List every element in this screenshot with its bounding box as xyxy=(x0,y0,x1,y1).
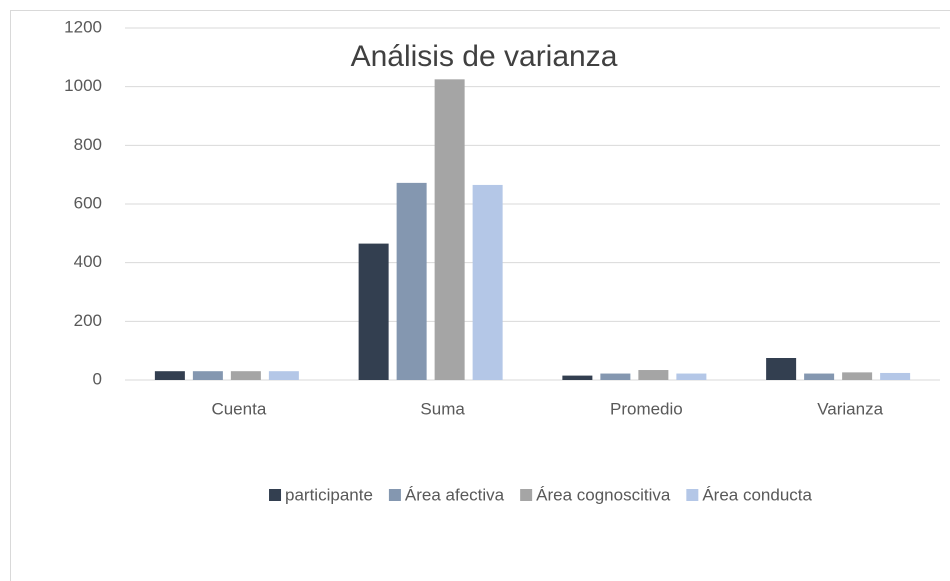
legend-swatch xyxy=(269,489,282,501)
bar xyxy=(804,373,835,380)
bar xyxy=(154,371,185,380)
chart-title: Análisis de varianza xyxy=(351,40,618,73)
legend-swatch xyxy=(388,489,401,501)
bar xyxy=(396,182,427,380)
legend-label: Área cognoscitiva xyxy=(536,485,671,504)
y-tick-label: 1200 xyxy=(64,17,102,36)
bar xyxy=(192,371,223,380)
bar xyxy=(472,184,503,380)
bar xyxy=(358,243,389,380)
y-tick-label: 800 xyxy=(74,135,102,154)
bar xyxy=(638,370,669,380)
x-tick-label: Suma xyxy=(420,399,465,418)
bar xyxy=(434,79,465,380)
y-tick-label: 0 xyxy=(93,369,102,388)
legend-label: participante xyxy=(285,485,373,504)
y-tick-label: 1000 xyxy=(64,76,102,95)
x-tick-label: Promedio xyxy=(610,399,683,418)
legend-label: Área afectiva xyxy=(405,485,505,504)
bar xyxy=(230,371,261,380)
bar xyxy=(268,371,299,380)
bar xyxy=(766,358,797,380)
legend-label: Área conducta xyxy=(702,485,812,504)
x-tick-label: Varianza xyxy=(817,399,883,418)
legend-swatch xyxy=(686,489,699,501)
bar xyxy=(676,373,707,380)
bar xyxy=(880,372,911,380)
y-tick-label: 200 xyxy=(74,311,102,330)
x-tick-label: Cuenta xyxy=(211,399,266,418)
bar xyxy=(600,373,631,380)
bar xyxy=(842,372,873,380)
bar xyxy=(562,375,593,380)
y-tick-label: 600 xyxy=(74,193,102,212)
y-tick-label: 400 xyxy=(74,252,102,271)
legend-swatch xyxy=(520,489,533,501)
